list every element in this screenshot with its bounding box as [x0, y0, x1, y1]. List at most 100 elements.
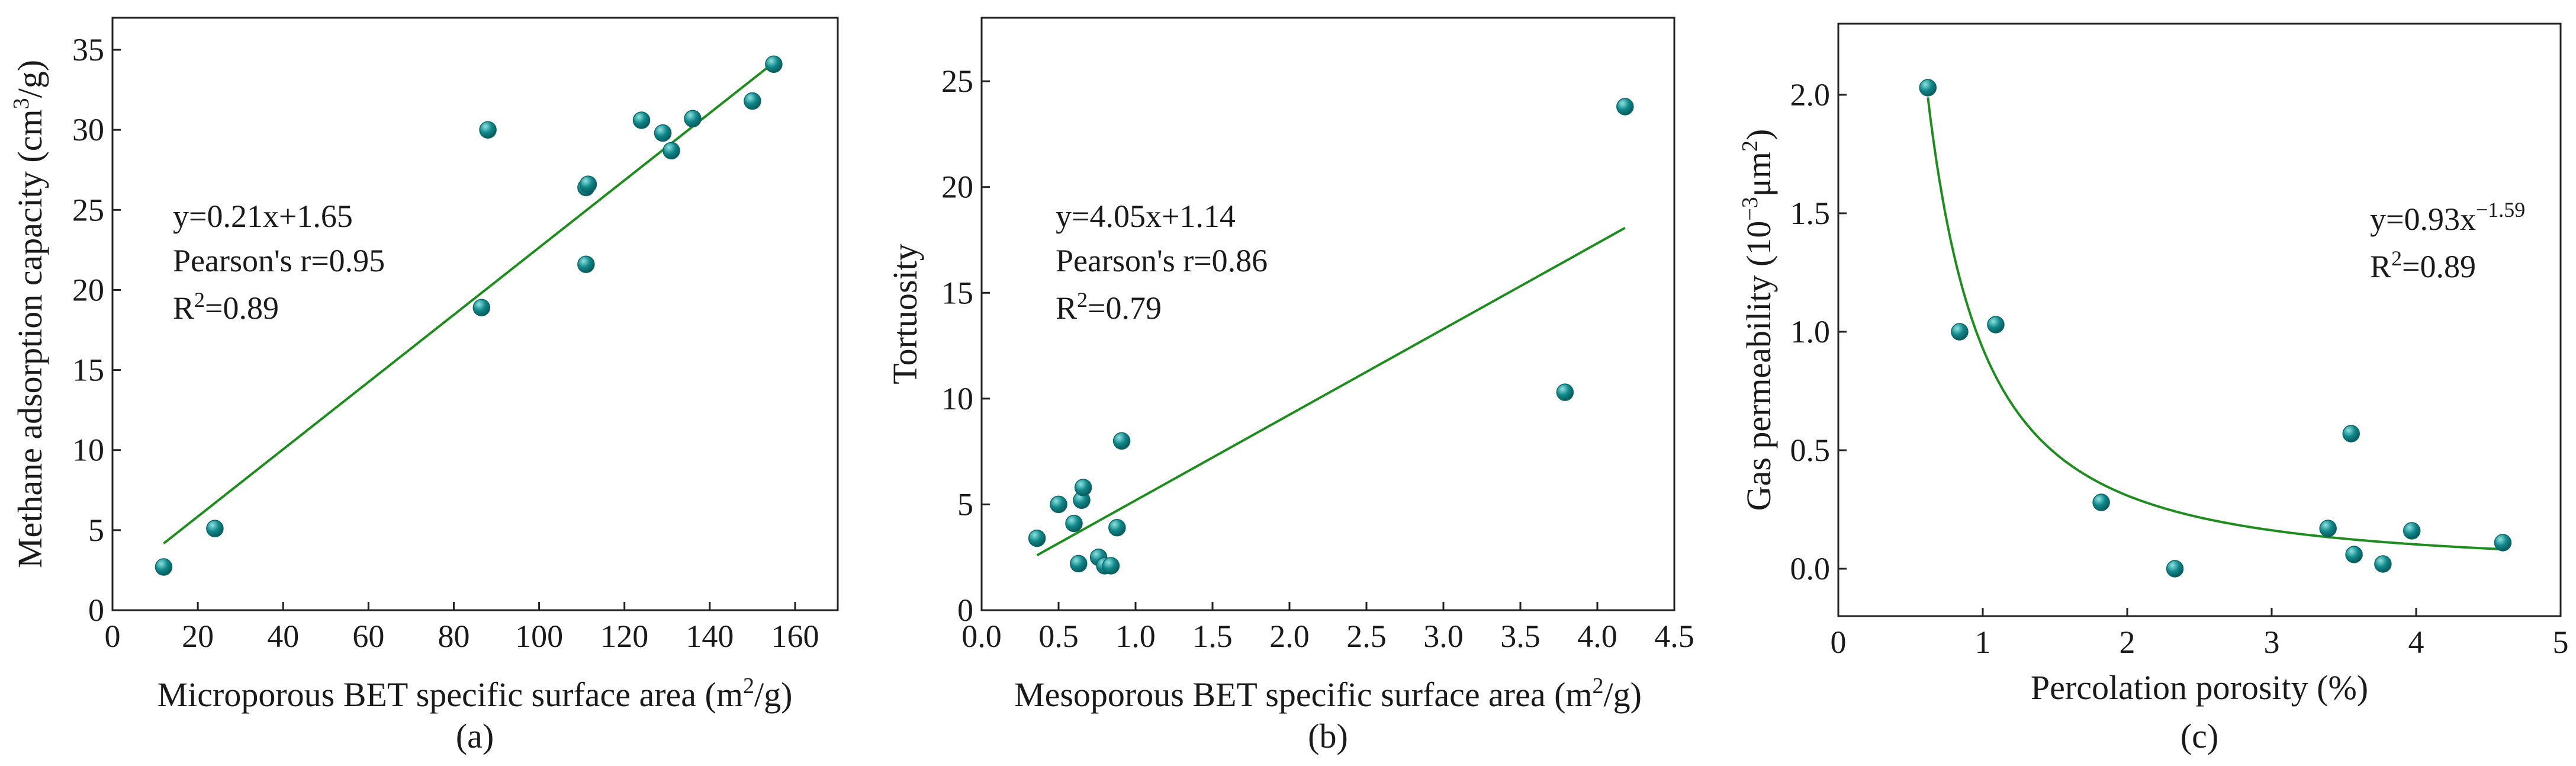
data-point [1987, 316, 2005, 334]
x-tick-label: 0 [1831, 624, 1847, 660]
data-point [2345, 546, 2363, 563]
y-tick-label: 1.0 [1790, 314, 1831, 350]
data-point [632, 111, 651, 129]
data-point [684, 110, 702, 128]
data-point [1074, 479, 1092, 496]
x-tick-label: 0 [105, 618, 121, 654]
x-tick-label: 40 [267, 618, 299, 654]
panel-c: 0 1 2 3 4 5 0.0 0.5 1.0 1.5 2.0 y=0.93x−1.59 R2=0.… [1738, 23, 2569, 755]
panel-b-caption: (b) [1308, 717, 1348, 755]
panel-b-xlabel: Mesoporous BET specific surface area (m2… [1014, 674, 1642, 714]
x-tick-label: 0.5 [1038, 618, 1079, 654]
data-point [1028, 529, 1046, 547]
data-point [1951, 323, 1969, 341]
panel-a-ticks: 0 20 40 60 80 100 120 140 160 0 5 10 15 20 25 30 35 [72, 32, 819, 654]
data-point [579, 175, 597, 193]
x-tick-label: 4.5 [1654, 618, 1694, 654]
panel-c-ticks: 0 1 2 3 4 5 0.0 0.5 1.0 1.5 2.0 [1790, 77, 2569, 660]
y-tick-label: 25 [941, 63, 973, 99]
panel-c-fit-curve [1927, 97, 2503, 551]
data-point [206, 520, 224, 537]
x-tick-label: 160 [771, 618, 819, 654]
data-point [1065, 514, 1083, 533]
x-tick-label: 120 [600, 618, 648, 654]
data-point [2342, 425, 2360, 443]
panel-a-frame [111, 17, 839, 611]
y-tick-label: 0 [957, 592, 973, 628]
y-tick-label: 20 [72, 272, 104, 307]
panel-b-ylabel: Tortuosity [886, 243, 924, 384]
y-tick-label: 0.0 [1790, 551, 1831, 586]
x-tick-label: 1 [1975, 624, 1991, 660]
panel-a: 0 20 40 60 80 100 120 140 160 0 5 10 15 20 25 30 35 y=0.… [9, 17, 839, 755]
panel-a-xlabel: Microporous BET specific surface area (m… [157, 674, 793, 714]
y-tick-label: 30 [72, 112, 104, 148]
data-point [472, 299, 491, 316]
y-tick-label: 10 [72, 432, 104, 468]
x-tick-label: 3.5 [1500, 618, 1541, 654]
data-point [2403, 522, 2421, 540]
data-point [1108, 518, 1126, 537]
panel-c-ylabel: Gas permeability (10−3μm2) [1738, 129, 1778, 511]
data-point [1556, 383, 1574, 401]
panel-b: 0.0 0.5 1.0 1.5 2.0 2.5 3.0 3.5 4.0 4.5 0 5 10 15 20 25… [886, 17, 1694, 755]
data-point [1050, 495, 1067, 514]
y-tick-label: 15 [941, 275, 973, 310]
x-tick-label: 0.0 [961, 618, 1002, 654]
x-tick-label: 4 [2408, 624, 2424, 660]
x-tick-label: 100 [515, 618, 563, 654]
panel-c-xlabel: Percolation porosity (%) [2031, 668, 2368, 707]
data-point [2494, 534, 2512, 552]
data-point [155, 558, 173, 576]
x-tick-label: 1.0 [1115, 618, 1156, 654]
panel-b-points [1028, 98, 1634, 575]
y-tick-label: 20 [941, 169, 973, 205]
y-tick-label: 10 [941, 381, 973, 416]
data-point [1070, 555, 1088, 573]
data-point [1616, 98, 1634, 116]
panel-b-equation: y=4.05x+1.14 [1056, 198, 1236, 234]
panel-a-caption: (a) [456, 717, 494, 755]
panel-c-caption: (c) [2181, 717, 2218, 755]
y-tick-label: 0 [88, 592, 104, 628]
panel-c-points [1919, 79, 2512, 578]
y-tick-label: 5 [957, 486, 973, 522]
x-tick-label: 1.5 [1192, 618, 1233, 654]
x-tick-label: 80 [438, 618, 469, 654]
panel-b-frame [980, 17, 1675, 611]
panel-b-r2: R2=0.79 [1056, 288, 1162, 326]
panel-a-r2: R2=0.89 [173, 288, 279, 326]
x-tick-label: 2.5 [1346, 618, 1387, 654]
panel-b-fit-line [1036, 226, 1626, 556]
panel-c-frame [1837, 23, 2562, 617]
panel-b-pearson: Pearson's r=0.86 [1056, 243, 1268, 278]
data-point [2166, 560, 2184, 578]
y-tick-label: 25 [72, 192, 104, 227]
data-point [765, 55, 783, 73]
data-point [577, 255, 595, 273]
x-tick-label: 3.0 [1423, 618, 1464, 654]
data-point [1919, 79, 1937, 97]
y-tick-label: 0.5 [1790, 432, 1831, 468]
data-point [654, 124, 672, 142]
x-tick-label: 5 [2553, 624, 2569, 660]
panel-a-points [155, 55, 783, 576]
panel-a-ylabel: Methane adsorption capacity (cm3/g) [9, 60, 49, 568]
data-point [479, 121, 497, 139]
data-point [2319, 520, 2337, 537]
x-tick-label: 60 [352, 618, 384, 654]
y-tick-label: 35 [72, 32, 104, 68]
y-tick-label: 2.0 [1790, 77, 1831, 113]
y-tick-label: 15 [72, 352, 104, 388]
panel-c-equation: y=0.93x−1.59 [2370, 198, 2525, 237]
y-tick-label: 5 [88, 512, 104, 548]
x-tick-label: 4.0 [1577, 618, 1617, 654]
panel-a-equation: y=0.21x+1.65 [173, 198, 353, 234]
data-point [744, 92, 761, 110]
x-tick-label: 3 [2264, 624, 2280, 660]
x-tick-label: 20 [182, 618, 214, 654]
x-tick-label: 2.0 [1269, 618, 1310, 654]
data-point [2374, 555, 2392, 573]
